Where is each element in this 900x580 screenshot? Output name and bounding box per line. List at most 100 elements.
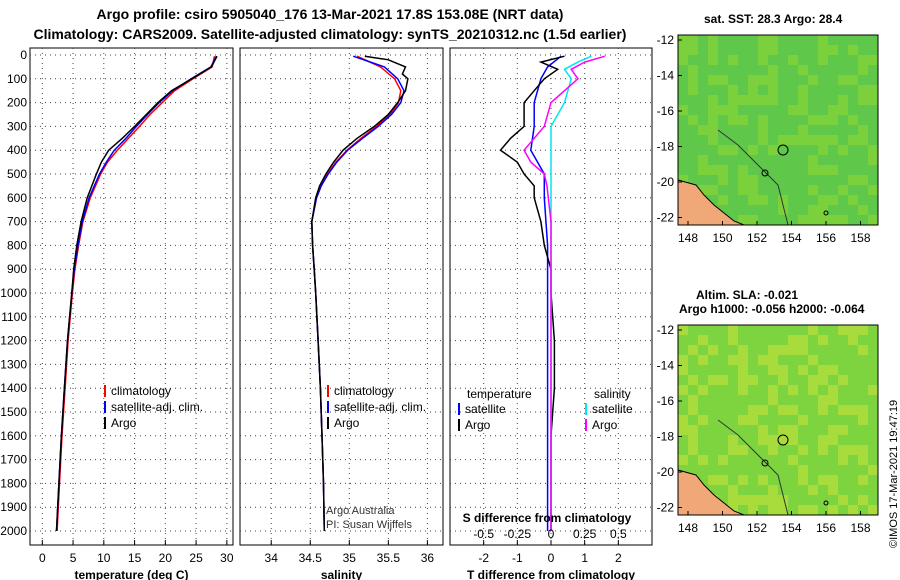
sla-map-title-line-2: Argo h1000: -0.056 h2000: -0.064 (679, 302, 865, 316)
sst-map-tile (698, 155, 708, 165)
sla-map-tile (698, 415, 708, 425)
sla-map-tile (738, 475, 748, 485)
y-tick-label: 1100 (1, 310, 27, 324)
map-lat-label: -14 (657, 359, 675, 373)
series-line-t-satellite (530, 55, 562, 531)
sla-map-tile (688, 395, 698, 405)
sla-map-tile (798, 345, 808, 355)
sla-map-tile (798, 365, 808, 375)
sla-map-tile (718, 455, 728, 465)
sst-map-tile (798, 85, 808, 95)
legend-label: satellite (465, 402, 506, 416)
sla-map-tile (828, 385, 838, 395)
sla-map-tile (688, 435, 698, 445)
sla-map-tile (758, 425, 768, 435)
sla-map-tile (728, 325, 738, 335)
sla-map-tile (728, 435, 738, 445)
map-lat-label: -22 (657, 501, 675, 515)
sst-map-tile (828, 165, 838, 175)
y-tick-label: 1300 (0, 357, 27, 371)
sla-map-tile (848, 445, 858, 455)
sst-map-tile (868, 95, 878, 105)
sst-map-tile (748, 185, 758, 195)
sst-map-tile (748, 175, 758, 185)
chart-title-line-1: Argo profile: csiro 5905040_176 13-Mar-2… (96, 6, 564, 22)
sla-map-tile (718, 375, 728, 385)
x-tick-label: -2 (478, 551, 489, 565)
sst-map-tile (838, 105, 848, 115)
sst-map-tile (818, 35, 828, 45)
x-tick-label: 34 (265, 551, 279, 565)
sst-map-tile (838, 75, 848, 85)
sla-map-tile (838, 495, 848, 505)
sst-map-tile (718, 165, 728, 175)
sst-map-tile (808, 185, 818, 195)
sla-map-tile (868, 385, 878, 395)
sla-map-tile (698, 335, 708, 345)
legend-label: satellite-adj. clim. (334, 400, 426, 414)
sla-map-tile (818, 365, 828, 375)
sst-map-tile (758, 115, 768, 125)
sla-map-tile (758, 435, 768, 445)
sst-map-tile (738, 115, 748, 125)
sla-map-tile (768, 435, 778, 445)
sst-map-tile (778, 135, 788, 145)
sla-map-tile (858, 455, 868, 465)
y-tick-label: 100 (7, 72, 27, 86)
sst-map-tile (768, 95, 778, 105)
sst-map-tile (828, 195, 838, 205)
y-tick-label: 0 (20, 48, 27, 62)
sla-map-tile (738, 415, 748, 425)
legend-label: satellite (592, 402, 633, 416)
salinity-tick-label: 0.25 (573, 527, 597, 541)
sla-map-tile (808, 325, 818, 335)
sst-map-tile (838, 185, 848, 195)
salinity-tick-label: 0.5 (610, 527, 627, 541)
sla-map-tile (818, 435, 828, 445)
sla-map-tile (758, 405, 768, 415)
sla-map-tile (828, 435, 838, 445)
sla-map-tile (778, 495, 788, 505)
sst-map-tile (848, 195, 858, 205)
sst-map-tile (768, 65, 778, 75)
sst-map-tile (708, 135, 718, 145)
sla-map-tile (788, 425, 798, 435)
annotation-argo-australia: Argo Australia (326, 505, 395, 517)
sla-map-tile (738, 385, 748, 395)
y-tick-label: 800 (7, 238, 27, 252)
legend-label: Argo (334, 416, 360, 430)
sst-map-tile (858, 85, 868, 95)
sla-map-tile (818, 405, 828, 415)
sst-map-tile (858, 135, 868, 145)
sst-map-tile (798, 135, 808, 145)
annotation-pi: PI: Susan Wijffels (326, 519, 412, 531)
sst-map-tile (728, 85, 738, 95)
sst-map-tile (848, 45, 858, 55)
x-tick-label: 0 (39, 551, 46, 565)
map-lon-label: 156 (816, 521, 836, 535)
sla-map-tile (688, 405, 698, 415)
sla-map-tile (778, 345, 788, 355)
sla-map-tile (808, 505, 818, 515)
sst-map-tile (718, 195, 728, 205)
sst-map-tile (838, 215, 848, 225)
x-tick-label: 34.5 (299, 551, 323, 565)
x-tick-label: 35.5 (377, 551, 401, 565)
sst-map-tile (868, 55, 878, 65)
sst-map-tile (818, 195, 828, 205)
sst-map-tile (708, 45, 718, 55)
sla-map-tile (778, 435, 788, 445)
sst-map-tile (768, 45, 778, 55)
sla-map-tile (838, 405, 848, 415)
sla-map-tile (738, 375, 748, 385)
sst-map-tile (678, 45, 688, 55)
sla-map-tile (678, 325, 688, 335)
sla-map-tile (688, 425, 698, 435)
sst-map-tile (828, 45, 838, 55)
sla-map-tile (788, 385, 798, 395)
sla-map-reef-dot (823, 500, 829, 506)
sla-map-argo-marker (777, 434, 789, 446)
sla-map-tile (828, 485, 838, 495)
y-tick-label: 400 (7, 143, 27, 157)
